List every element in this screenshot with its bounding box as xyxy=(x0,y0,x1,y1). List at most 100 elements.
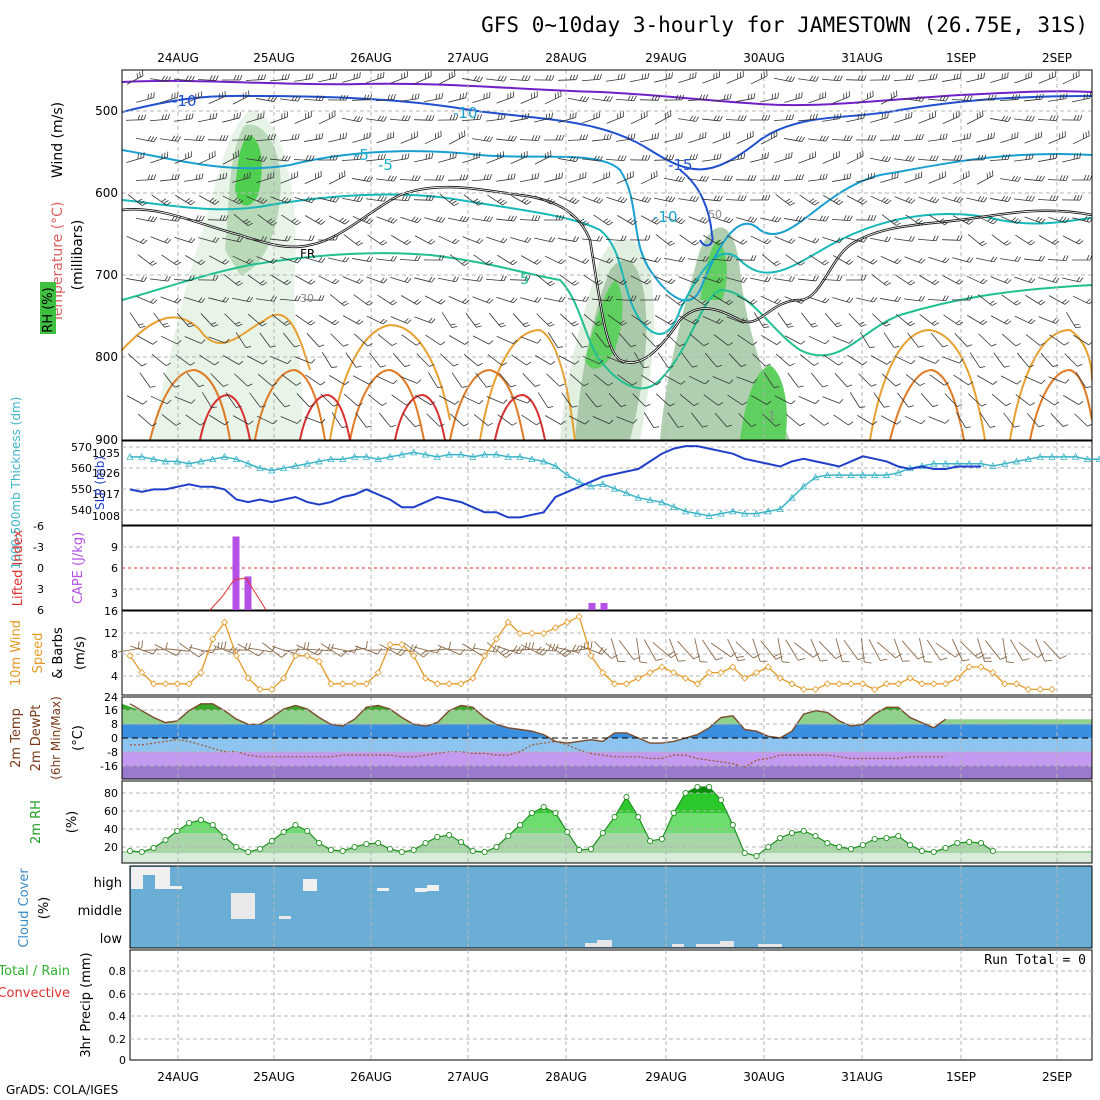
wind-speed-point xyxy=(280,674,288,682)
rh-point xyxy=(245,848,252,856)
rh-point xyxy=(812,832,819,840)
temp-contour-minus10 xyxy=(122,94,1092,171)
rh-point xyxy=(209,821,216,829)
wind-speed-point xyxy=(209,635,217,643)
cape-bar xyxy=(600,603,608,610)
wind-speed-point xyxy=(528,629,536,637)
wind-speed-point xyxy=(540,629,548,637)
temp-ylabel-3: (6hr Min/Max) xyxy=(49,696,63,780)
wind-speed-point xyxy=(445,680,453,688)
precip-ylabel-2: Convective xyxy=(0,986,70,1001)
thickness-point xyxy=(941,459,950,467)
wind-speed-point xyxy=(977,663,985,671)
thickness-markers xyxy=(126,448,1100,519)
wind-speed-point xyxy=(681,674,690,682)
rh-legend-swatch xyxy=(40,282,56,334)
date-label-top: 30AUG xyxy=(743,51,785,65)
thickness-point xyxy=(1060,453,1068,460)
rh-point xyxy=(930,848,937,856)
upper-ylabel-mb: (millibars) xyxy=(70,220,86,291)
temp-tick-m8: -8 xyxy=(107,746,118,759)
wind-speed-point xyxy=(800,685,808,693)
thickness-point xyxy=(528,455,536,463)
wind-speed-point xyxy=(894,680,902,688)
thickness-point xyxy=(930,459,938,467)
cape-panel: -6 -3 0 3 6 9 6 3 Lifted Index CAPE (J/k… xyxy=(11,520,1093,617)
thickness-point xyxy=(161,457,170,465)
wind-speed-point xyxy=(481,652,489,660)
slp-tick-1026: 1026 xyxy=(92,467,120,480)
thickness-point xyxy=(681,507,690,515)
rh-point xyxy=(706,783,713,791)
rh-point xyxy=(268,837,275,845)
rh-point xyxy=(623,793,630,801)
thickness-point xyxy=(457,450,465,458)
temp-contour-5 xyxy=(122,252,1092,390)
rh-point xyxy=(517,821,524,829)
rh-point xyxy=(717,796,725,804)
thickness-point xyxy=(563,471,572,478)
rh-point xyxy=(481,848,488,856)
wind-speed-point xyxy=(646,669,654,677)
cloud-ylabel-1: Cloud Cover xyxy=(17,868,32,948)
date-label-top: 1SEP xyxy=(946,51,976,65)
wind-speed-point xyxy=(930,680,938,688)
li-tick-m6: -6 xyxy=(33,520,44,533)
date-label-top: 2SEP xyxy=(1042,51,1072,65)
thickness-point xyxy=(480,450,489,458)
cloud-level-middle: middle xyxy=(78,904,122,919)
cloud-middle-blocks xyxy=(231,893,291,919)
precip-tick-08: 0.8 xyxy=(109,965,127,978)
temp-ylabel-1: 2m Temp xyxy=(9,708,24,768)
thickness-point xyxy=(894,468,902,476)
upper-ylabel-rh: RH (%) xyxy=(41,287,56,332)
thickness-point xyxy=(918,462,926,469)
pressure-tick-500: 500 xyxy=(95,104,118,118)
wind-speed-point xyxy=(1012,680,1021,688)
rh-point xyxy=(221,833,228,841)
wind-ylabel-3: & Barbs xyxy=(51,627,66,679)
thickness-point xyxy=(693,509,702,517)
date-label-bottom: 2SEP xyxy=(1042,1070,1072,1084)
wind10-speed-markers xyxy=(126,613,1056,693)
rh-point xyxy=(422,839,429,847)
wind-speed-point xyxy=(622,680,631,688)
thickness-point xyxy=(421,450,430,458)
thickness-point xyxy=(173,457,181,465)
slp-ylabel-thick: 1000-500mb Thickness (dm) xyxy=(9,397,23,570)
wind-speed-point xyxy=(717,669,725,677)
rh-point xyxy=(233,843,240,851)
thickness-point xyxy=(575,478,583,485)
upper-air-panel: -10 -10 -5 -15 -10 -5 FR 5 50 30 1 500 6… xyxy=(40,69,1093,447)
cape-tick-6: 6 xyxy=(111,562,118,575)
thickness-point xyxy=(622,489,631,497)
cape-ylabel-li: Lifted Index xyxy=(11,529,26,606)
rh-point xyxy=(162,836,169,844)
wind-speed-point xyxy=(1036,685,1044,693)
rh-point xyxy=(256,845,264,853)
wind-speed-point xyxy=(859,680,867,688)
rh-point xyxy=(658,835,665,843)
rh-point xyxy=(528,809,535,817)
wind-speed-point xyxy=(965,663,973,671)
rh-point xyxy=(410,846,417,854)
thickness-point xyxy=(764,507,772,515)
wind-speed-point xyxy=(362,680,370,688)
thickness-point xyxy=(244,459,252,467)
thickness-point xyxy=(870,471,879,478)
thickness-point xyxy=(256,464,264,472)
rh-point xyxy=(635,813,642,821)
wind-speed-point xyxy=(516,629,524,637)
rh-point xyxy=(280,828,287,836)
date-label-top: 27AUG xyxy=(447,51,489,65)
rh-tick-40: 40 xyxy=(104,823,118,836)
temp-contour-15 xyxy=(149,368,1092,440)
rh-point xyxy=(327,846,334,854)
cape-tick-3: 3 xyxy=(111,587,118,600)
wind-speed-point xyxy=(752,669,761,677)
wind-speed-point xyxy=(575,613,583,621)
date-label-bottom: 26AUG xyxy=(350,1070,392,1084)
thickness-point xyxy=(303,459,311,467)
rh2m-panel: 80 60 40 20 2m RH (%) xyxy=(29,780,1093,864)
thickness-point xyxy=(1024,455,1032,463)
